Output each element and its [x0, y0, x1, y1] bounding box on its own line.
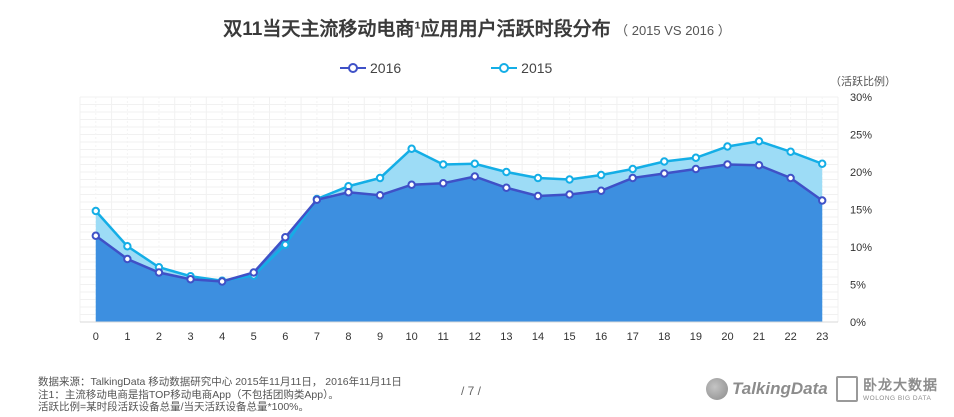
point-2015-13: [502, 167, 511, 177]
y-tick-label: 30%: [850, 92, 872, 104]
point-2016-12: [470, 172, 479, 181]
point-2016-7: [312, 195, 322, 204]
page-number: / 7 /: [461, 384, 482, 398]
point-2015-9: [375, 173, 385, 183]
area-2016: [95, 164, 823, 322]
footer-source: 数据来源：TalkingData 移动数据研究中心 2015年11月11日， 2…: [38, 376, 402, 388]
point-2015-19: [691, 153, 701, 162]
point-2016-0: [91, 231, 100, 240]
x-tick-label: 0: [93, 331, 99, 343]
x-tick-label: 21: [753, 331, 765, 343]
footer-note-1: 注1：主流移动电商是指TOP移动电商App（不包括团购类App）。: [38, 388, 339, 401]
x-tick-label: 14: [532, 331, 544, 343]
point-2015-12: [470, 159, 479, 168]
x-tick-label: 1: [124, 331, 130, 343]
point-2015-21: [754, 137, 764, 146]
point-2015-0: [91, 206, 100, 216]
point-2015-10: [407, 144, 416, 153]
x-tick-label: 16: [595, 331, 607, 343]
point-2016-19: [691, 164, 701, 174]
chart-title-sub: （ 2015 VS 2016 ）: [615, 23, 731, 38]
point-2016-1: [123, 254, 132, 264]
y-axis-unit-label: （活跃比例）: [830, 76, 896, 88]
point-2016-5: [249, 268, 258, 277]
legend-item-2016[interactable]: 2016: [340, 60, 401, 76]
point-2016-18: [660, 169, 669, 178]
point-2015-14: [533, 173, 543, 183]
chart-legend: 2016 2015: [340, 58, 552, 78]
y-tick-label: 25%: [850, 130, 872, 142]
y-tick-label: 5%: [850, 280, 866, 292]
x-tick-label: 11: [437, 331, 448, 343]
x-tick-label: 5: [251, 331, 257, 343]
x-tick-label: 22: [785, 331, 797, 343]
x-tick-label: 13: [500, 331, 512, 343]
y-tick-label: 20%: [850, 167, 872, 179]
x-tick-label: 6: [282, 331, 288, 343]
point-2015-17: [628, 164, 637, 174]
point-2016-11: [439, 179, 448, 188]
talkingdata-logo-text: TalkingData: [732, 379, 828, 398]
x-tick-label: 10: [406, 331, 418, 343]
x-tick-label: 8: [345, 331, 351, 343]
point-2015-15: [565, 175, 574, 184]
x-tick-label: 12: [469, 331, 481, 343]
point-2015-22: [786, 147, 795, 156]
point-2015-11: [439, 160, 448, 169]
point-2016-10: [407, 180, 416, 189]
point-2016-6: [281, 233, 290, 242]
wolong-logo: 卧龙大数据 WOLONG BIG DATA: [836, 375, 938, 402]
x-tick-label: 19: [690, 331, 702, 343]
x-tick-label: 9: [377, 331, 383, 343]
point-2015-1: [123, 242, 132, 251]
legend-label-2016: 2016: [370, 60, 402, 76]
x-tick-label: 4: [219, 331, 225, 343]
point-2016-23: [818, 196, 827, 205]
x-tick-label: 17: [627, 331, 639, 343]
point-2016-21: [754, 161, 764, 170]
wolong-logo-cn: 卧龙大数据: [863, 377, 938, 393]
point-2016-3: [186, 275, 195, 284]
x-tick-label: 23: [816, 331, 828, 343]
point-2016-4: [217, 277, 227, 286]
wolong-logo-icon: [836, 375, 858, 402]
point-2016-16: [596, 186, 606, 195]
chart-title-main: 双11当天主流移动电商¹应用用户活跃时段分布: [223, 19, 611, 40]
x-tick-label: 7: [314, 331, 320, 343]
chart-title: 双11当天主流移动电商¹应用用户活跃时段分布 （ 2015 VS 2016 ）: [0, 14, 954, 41]
footer-note-2: 活跃比例=某时段活跃设备总量/当天活跃设备总量*100%。: [38, 401, 309, 413]
y-tick-label: 0%: [850, 317, 866, 329]
point-2016-2: [154, 268, 164, 277]
point-2016-22: [786, 173, 795, 183]
point-2015-16: [596, 170, 606, 180]
y-tick-label: 15%: [850, 205, 872, 217]
x-tick-label: 3: [187, 331, 193, 343]
point-2016-15: [565, 190, 574, 199]
point-2016-8: [344, 188, 353, 197]
x-tick-label: 18: [658, 331, 670, 343]
legend-item-2015[interactable]: 2015: [491, 60, 552, 76]
point-2016-17: [628, 173, 637, 183]
footer-note: 数据来源：TalkingData 移动数据研究中心 2015年11月11日， 2…: [38, 376, 402, 414]
point-2015-18: [660, 157, 669, 166]
talkingdata-logo-icon: [706, 378, 728, 400]
point-2016-9: [375, 191, 385, 200]
point-2015-6: [281, 240, 290, 249]
legend-swatch-2015: [491, 62, 518, 74]
point-2016-14: [533, 191, 543, 201]
point-2015-23: [818, 159, 827, 168]
x-tick-label: 15: [563, 331, 575, 343]
x-tick-label: 2: [156, 331, 162, 343]
point-2015-20: [723, 142, 732, 151]
line-2016: [95, 163, 823, 283]
wolong-logo-en: WOLONG BIG DATA: [863, 395, 932, 402]
point-2016-20: [723, 160, 732, 169]
talkingdata-logo: TalkingData: [706, 378, 828, 400]
y-tick-label: 10%: [850, 242, 872, 254]
x-tick-label: 20: [721, 331, 733, 343]
legend-swatch-2016: [340, 62, 366, 74]
legend-label-2015: 2015: [521, 60, 553, 76]
point-2016-13: [502, 183, 511, 192]
